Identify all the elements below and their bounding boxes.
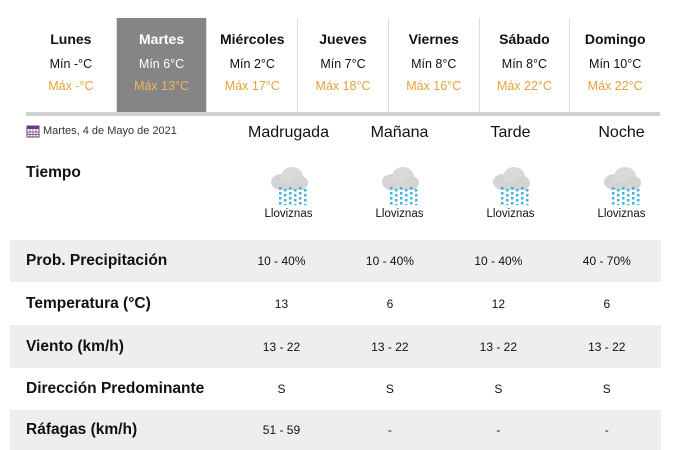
max-temp: Máx 22°C <box>587 79 643 93</box>
period-header: Tarde <box>490 124 531 141</box>
day-name: Lunes <box>50 31 92 47</box>
row-value: 10 - 40% <box>257 254 306 268</box>
table-row: Prob. Precipitación 10 - 40% 10 - 40% 10 - … <box>10 240 661 282</box>
table-row: Ráfagas (km/h) 51 - 59 - - - <box>10 410 661 450</box>
day-name: Sábado <box>499 31 550 47</box>
period-header: Noche <box>598 124 645 141</box>
min-temp: Mín 6°C <box>138 57 185 71</box>
weather-cell: Lloviznas <box>455 165 566 220</box>
day-name: Miércoles <box>220 31 285 47</box>
date-text: Martes, 4 de Mayo de 2021 <box>43 125 177 137</box>
max-temp: Máx 16°C <box>406 79 462 93</box>
drizzle-cloud-icon <box>381 167 419 207</box>
weather-cell: Lloviznas <box>344 165 455 220</box>
row-label: Temperatura (°C) <box>26 294 151 312</box>
weather-text: Lloviznas <box>486 208 535 220</box>
max-temp: Máx -°C <box>48 79 94 93</box>
row-value: 6 <box>603 296 611 311</box>
row-value: 13 <box>274 296 289 311</box>
calendar-icon <box>26 125 40 138</box>
tab-2[interactable]: Miércoles Mín 2°C Máx 17°C <box>207 18 299 112</box>
tab-6[interactable]: Domingo Mín 10°C Máx 22°C <box>570 18 660 112</box>
weather-text: Lloviznas <box>597 208 646 220</box>
row-label: Dirección Predominante <box>26 380 205 397</box>
row-value: S <box>385 382 394 396</box>
row-value: 51 - 59 <box>262 423 301 437</box>
weather-label: Tiempo <box>26 164 81 181</box>
row-value: 10 - 40% <box>365 254 414 268</box>
drizzle-cloud-icon <box>603 167 641 207</box>
max-temp: Máx 22°C <box>496 79 552 93</box>
row-value: 10 - 40% <box>474 254 523 268</box>
day-tabs: (function(){const d=JSON.parse(document.… <box>26 18 660 116</box>
table-row: Dirección Predominante S S S S <box>10 368 661 410</box>
row-label: Ráfagas (km/h) <box>26 421 138 438</box>
min-temp: Mín 8°C <box>411 57 457 71</box>
weather-cell: Lloviznas <box>233 165 344 220</box>
table-row: Viento (km/h) 13 - 22 13 - 22 13 - 22 13 - 2… <box>10 325 661 368</box>
row-label: Viento (km/h) <box>26 337 124 355</box>
min-temp: Mín 2°C <box>229 57 275 71</box>
drizzle-cloud-icon <box>492 167 530 207</box>
drizzle-cloud-icon <box>270 167 308 207</box>
row-value: 12 <box>491 296 506 311</box>
min-temp: Mín 7°C <box>320 57 366 71</box>
tab-1[interactable]: Martes Mín 6°C Máx 13°C <box>116 18 208 112</box>
max-temp: Máx 13°C <box>134 79 190 93</box>
min-temp: Mín 10°C <box>589 57 642 71</box>
row-value: - <box>496 423 501 437</box>
row-value: - <box>604 423 609 437</box>
day-name: Martes <box>139 31 185 47</box>
row-value: S <box>494 382 503 396</box>
row-value: 13 - 22 <box>479 339 518 354</box>
row-value: 13 - 22 <box>588 339 626 354</box>
row-value: 13 - 22 <box>371 339 409 354</box>
min-temp: Mín 8°C <box>501 57 548 71</box>
row-value: 6 <box>386 296 394 311</box>
weather-text: Lloviznas <box>375 208 424 220</box>
max-temp: Máx 18°C <box>315 79 371 93</box>
row-value: 13 - 22 <box>262 339 301 354</box>
weather-cell: Lloviznas <box>566 165 677 220</box>
period-header: Mañana <box>370 124 429 141</box>
table-row: Temperatura (°C) 13 6 12 6 <box>10 282 661 325</box>
row-label: Prob. Precipitación <box>26 252 168 269</box>
max-temp: Máx 17°C <box>224 79 280 93</box>
row-value: S <box>277 382 286 396</box>
tab-0[interactable]: Lunes Mín -°C Máx -°C <box>26 18 117 112</box>
min-temp: Mín -°C <box>49 57 93 71</box>
tab-5[interactable]: Sábado Mín 8°C Máx 22°C <box>480 18 571 112</box>
row-value: 40 - 70% <box>582 254 631 268</box>
day-name: Viernes <box>408 31 459 47</box>
tab-3[interactable]: Jueves Mín 7°C Máx 18°C <box>298 18 389 112</box>
tab-4[interactable]: Viernes Mín 8°C Máx 16°C <box>389 18 480 112</box>
weather-text: Lloviznas <box>264 208 313 220</box>
day-name: Jueves <box>319 31 367 47</box>
date-label: Martes, 4 de Mayo de 2021 <box>26 124 177 138</box>
row-value: - <box>387 423 392 437</box>
row-value: S <box>602 382 611 396</box>
period-header: Madrugada <box>248 124 329 141</box>
day-name: Domingo <box>584 31 646 47</box>
